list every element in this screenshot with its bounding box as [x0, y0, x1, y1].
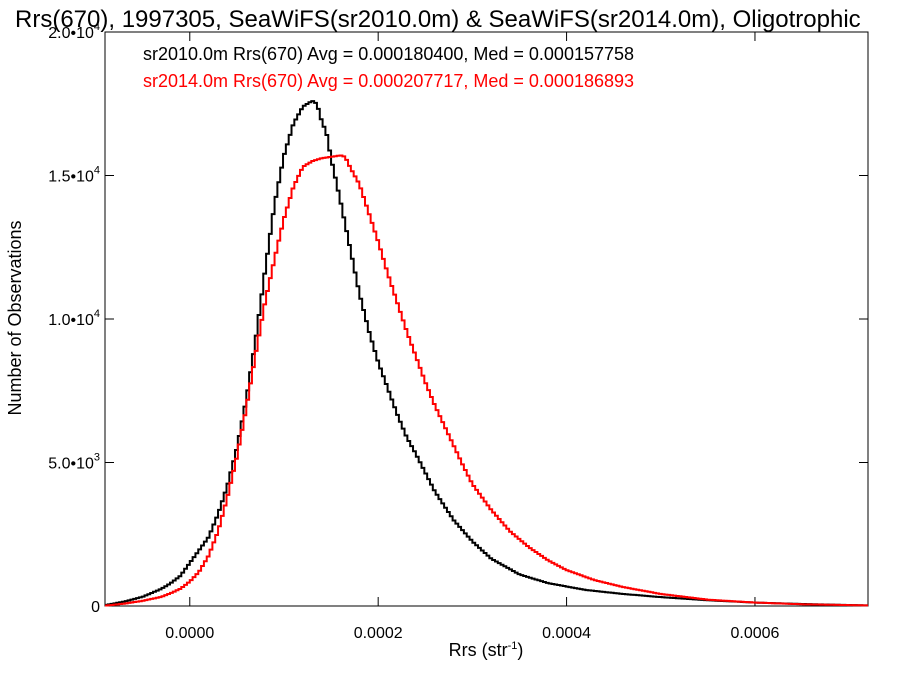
y-axis-label: Number of Observations — [5, 220, 25, 415]
legend-entry-sr2014.0m: sr2014.0m Rrs(670) Avg = 0.000207717, Me… — [143, 71, 634, 91]
series-line-sr2014.0m — [105, 154, 868, 607]
y-tick-label: 1.5•104 — [48, 165, 100, 186]
x-tick-label: 0.0006 — [730, 625, 779, 642]
plot-border — [104, 31, 869, 607]
x-tick-label: 0.0004 — [542, 625, 591, 642]
y-tick-label: 0 — [91, 599, 100, 616]
x-tick-label: 0.0000 — [165, 625, 214, 642]
chart-title: Rrs(670), 1997305, SeaWiFS(sr2010.0m) & … — [15, 6, 861, 33]
plot-frame — [104, 31, 869, 607]
x-axis-label: Rrs (str-1) — [449, 640, 524, 660]
y-axis: 0 5.0•103 1.0•104 1.5•104 2.0•104 — [48, 21, 868, 616]
y-tick-label: 2.0•104 — [48, 21, 100, 42]
legend-entry-sr2010.0m: sr2010.0m Rrs(670) Avg = 0.000180400, Me… — [143, 44, 634, 64]
y-tick-label: 5.0•103 — [48, 452, 100, 473]
series-line-sr2010.0m — [105, 100, 868, 607]
series-layer — [105, 100, 868, 607]
x-axis: 0.0000 0.0002 0.0004 0.0006 — [165, 32, 780, 642]
legend: sr2010.0m Rrs(670) Avg = 0.000180400, Me… — [143, 44, 634, 91]
x-tick-label: 0.0002 — [354, 625, 403, 642]
y-tick-label: 1.0•104 — [48, 308, 100, 329]
